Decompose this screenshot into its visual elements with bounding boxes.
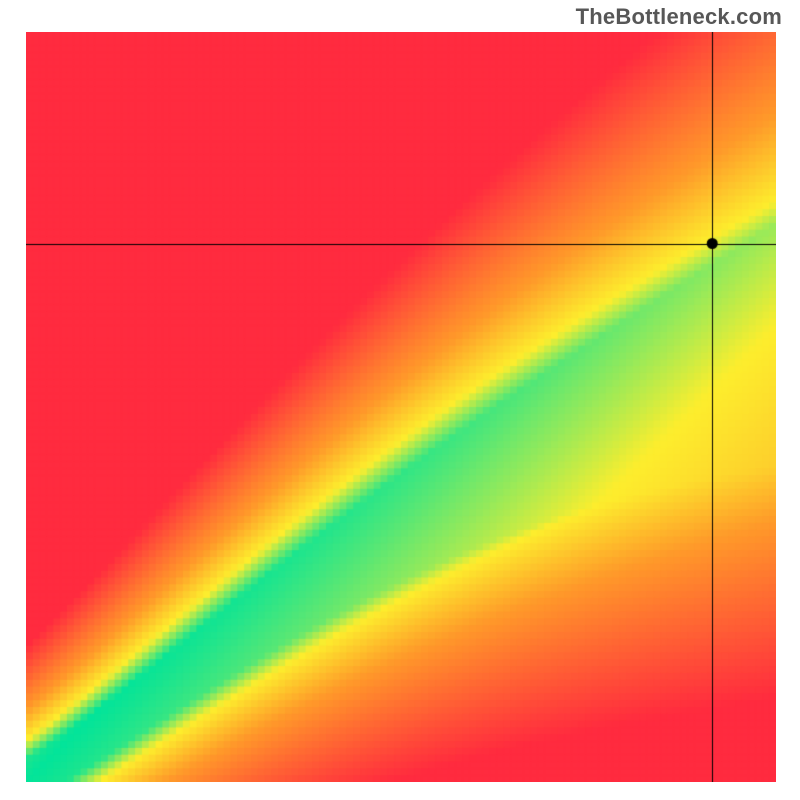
chart-container: TheBottleneck.com <box>0 0 800 800</box>
bottleneck-heatmap <box>26 32 776 782</box>
watermark-text: TheBottleneck.com <box>576 4 782 30</box>
